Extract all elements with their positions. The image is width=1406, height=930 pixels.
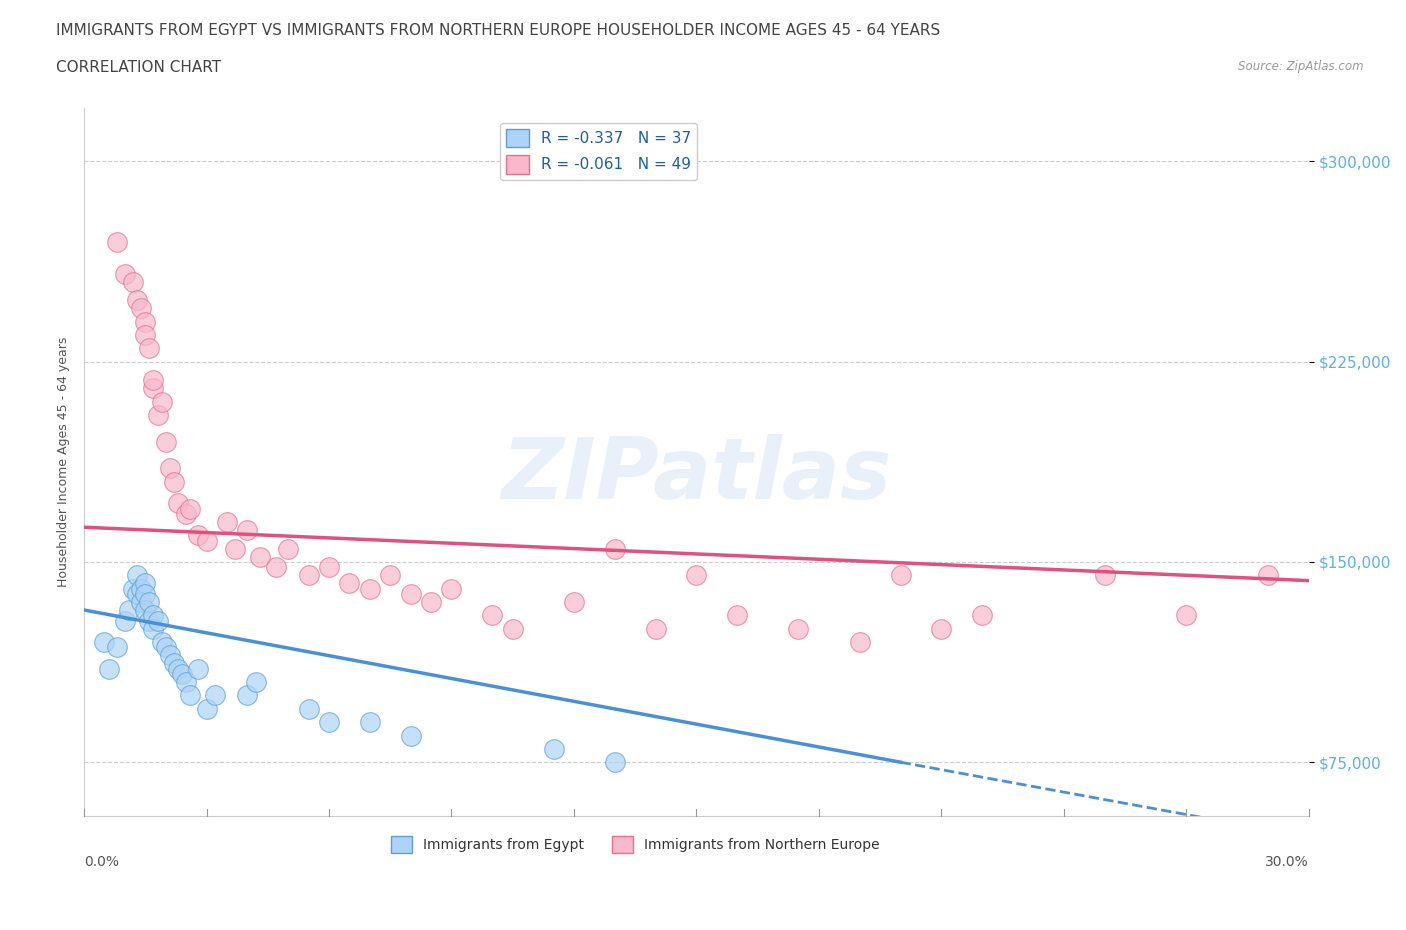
Point — [127, 568, 149, 583]
Text: ZIPatlas: ZIPatlas — [502, 434, 891, 517]
Point — [142, 608, 165, 623]
Point — [163, 656, 186, 671]
Text: 30.0%: 30.0% — [1265, 855, 1309, 869]
Point — [114, 613, 136, 628]
Point — [264, 560, 287, 575]
Point — [142, 381, 165, 396]
Point — [249, 549, 271, 564]
Point — [167, 496, 190, 511]
Point — [187, 661, 209, 676]
Point — [236, 688, 259, 703]
Point — [127, 587, 149, 602]
Point — [359, 715, 381, 730]
Point — [138, 341, 160, 356]
Point — [142, 621, 165, 636]
Point — [187, 528, 209, 543]
Point — [359, 581, 381, 596]
Point — [134, 603, 156, 618]
Point — [399, 728, 422, 743]
Point — [179, 688, 201, 703]
Point — [318, 560, 340, 575]
Point — [204, 688, 226, 703]
Point — [1257, 568, 1279, 583]
Point — [603, 541, 626, 556]
Point — [972, 608, 994, 623]
Point — [277, 541, 299, 556]
Point — [155, 434, 177, 449]
Point — [644, 621, 666, 636]
Point — [502, 621, 524, 636]
Point — [543, 741, 565, 756]
Point — [1094, 568, 1116, 583]
Point — [174, 507, 197, 522]
Point — [179, 501, 201, 516]
Point — [138, 594, 160, 609]
Legend: Immigrants from Egypt, Immigrants from Northern Europe: Immigrants from Egypt, Immigrants from N… — [385, 830, 884, 858]
Text: IMMIGRANTS FROM EGYPT VS IMMIGRANTS FROM NORTHERN EUROPE HOUSEHOLDER INCOME AGES: IMMIGRANTS FROM EGYPT VS IMMIGRANTS FROM… — [56, 23, 941, 38]
Point — [245, 674, 267, 689]
Point — [931, 621, 953, 636]
Point — [146, 407, 169, 422]
Point — [1175, 608, 1198, 623]
Point — [339, 576, 361, 591]
Point — [224, 541, 246, 556]
Point — [93, 634, 115, 649]
Text: 0.0%: 0.0% — [84, 855, 120, 869]
Point — [420, 594, 443, 609]
Point — [170, 667, 193, 682]
Point — [236, 523, 259, 538]
Point — [195, 701, 218, 716]
Point — [134, 587, 156, 602]
Point — [138, 613, 160, 628]
Point — [129, 300, 152, 315]
Point — [889, 568, 911, 583]
Point — [481, 608, 503, 623]
Point — [146, 613, 169, 628]
Point — [142, 373, 165, 388]
Point — [159, 648, 181, 663]
Point — [97, 661, 120, 676]
Point — [134, 327, 156, 342]
Point — [118, 603, 141, 618]
Point — [134, 314, 156, 329]
Point — [127, 293, 149, 308]
Point — [129, 594, 152, 609]
Point — [399, 587, 422, 602]
Point — [725, 608, 748, 623]
Point — [155, 640, 177, 655]
Point — [122, 274, 145, 289]
Point — [685, 568, 707, 583]
Point — [163, 474, 186, 489]
Point — [122, 581, 145, 596]
Point — [150, 634, 173, 649]
Point — [134, 576, 156, 591]
Point — [150, 394, 173, 409]
Point — [215, 514, 238, 529]
Point — [787, 621, 810, 636]
Point — [174, 674, 197, 689]
Point — [848, 634, 870, 649]
Point — [105, 640, 128, 655]
Point — [297, 568, 319, 583]
Point — [603, 755, 626, 770]
Point — [562, 594, 585, 609]
Point — [167, 661, 190, 676]
Text: Source: ZipAtlas.com: Source: ZipAtlas.com — [1239, 60, 1364, 73]
Point — [318, 715, 340, 730]
Point — [440, 581, 463, 596]
Y-axis label: Householder Income Ages 45 - 64 years: Householder Income Ages 45 - 64 years — [58, 337, 70, 587]
Point — [297, 701, 319, 716]
Text: CORRELATION CHART: CORRELATION CHART — [56, 60, 221, 75]
Point — [114, 266, 136, 281]
Point — [105, 234, 128, 249]
Point — [380, 568, 402, 583]
Point — [159, 461, 181, 476]
Point — [129, 581, 152, 596]
Point — [195, 533, 218, 548]
